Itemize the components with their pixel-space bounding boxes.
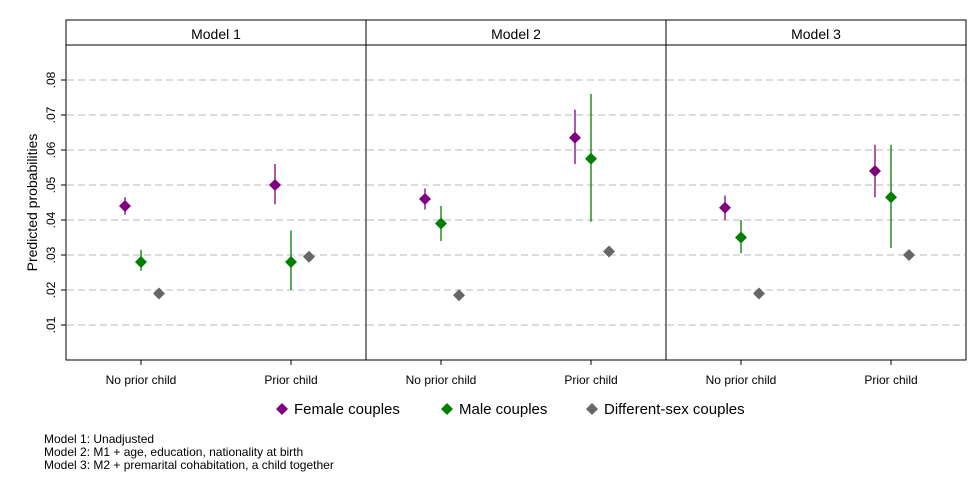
y-tick-label: .08 [44,71,58,88]
x-tick-label: No prior child [706,373,777,387]
panel-title: Model 1 [191,26,241,42]
note-line: Model 3: M2 + premarital cohabitation, a… [44,458,334,472]
legend-marker [441,403,453,415]
y-tick-label: .07 [44,106,58,123]
panel-plot-area [665,44,967,361]
x-tick-label: Prior child [264,373,317,387]
data-point-marker [135,256,147,268]
note-line: Model 1: Unadjusted [44,432,155,446]
panel-header [65,19,367,46]
panel-header [665,19,967,46]
legend-marker [586,403,598,415]
y-tick-label: .05 [44,176,58,193]
y-tick-label: .06 [44,141,58,158]
x-tick-label: No prior child [406,373,477,387]
data-point-marker [719,201,731,214]
panel-title: Model 2 [491,26,541,42]
data-point-marker [435,217,447,230]
panel-header [365,19,667,46]
model-notes: Model 1: Unadjusted Model 2: M1 + age, e… [44,433,334,472]
data-point-marker [285,256,297,268]
y-axis-label: Predicted probabilities [24,134,40,272]
data-point-marker [303,250,315,263]
panel-title: Model 3 [791,26,841,42]
legend-label: Different-sex couples [604,401,745,418]
data-point-marker [735,231,747,244]
data-point-marker [885,191,897,204]
x-tick-label: No prior child [106,373,177,387]
data-point-marker [569,131,581,144]
data-point-marker [419,193,431,205]
legend-label: Male couples [459,401,547,418]
data-point-marker [753,287,765,300]
y-tick-label: .03 [44,246,58,263]
panel-plot-area [65,44,367,361]
chart-canvas: Predicted probabilities .01 .02 .03 .04 .05 .0… [24,19,967,418]
note-line: Model 2: M1 + age, education, nationalit… [44,445,304,459]
y-tick-label: .04 [44,211,58,228]
x-tick-label: Prior child [864,373,917,387]
data-point-marker [269,179,281,191]
panel-plot-area [365,44,667,361]
y-tick-label: .02 [44,281,58,298]
data-point-marker [453,289,465,302]
data-point-marker [869,165,881,177]
legend-label: Female couples [294,401,400,418]
data-point-marker [903,249,915,261]
legend-marker [276,403,288,415]
data-point-marker [119,200,131,212]
data-point-marker [153,287,165,300]
y-tick-label: .01 [44,316,58,333]
data-point-marker [585,152,597,165]
data-point-marker [603,245,615,258]
x-tick-label: Prior child [564,373,617,387]
